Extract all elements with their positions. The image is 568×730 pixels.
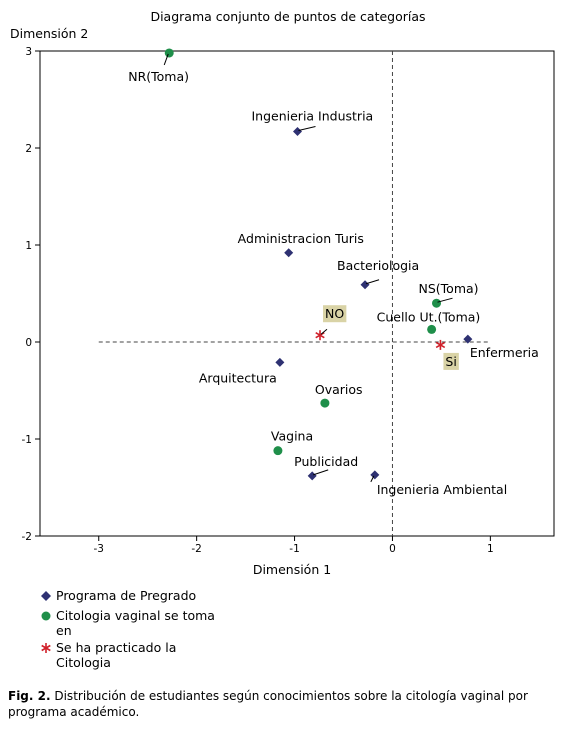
point-si: Si: [435, 339, 459, 370]
chart-title: Diagrama conjunto de puntos de categoría…: [150, 9, 425, 24]
legend-label-practicado: Se ha practicado la Citologia: [56, 640, 177, 670]
caption-prefix: Fig. 2.: [8, 689, 51, 703]
point-label: Vagina: [271, 429, 313, 444]
circle-marker: [427, 324, 437, 334]
leader-line: [163, 53, 169, 66]
point-enfermeria: Enfermeria: [463, 334, 539, 360]
point-ingenieria-industria: Ingenieria Industria: [251, 109, 373, 137]
legend-label-citologia-toma: Citologia vaginal se toma en: [56, 608, 215, 638]
point-label: NO: [325, 306, 344, 321]
point-label: Ingenieria Ambiental: [377, 482, 507, 497]
point-nr-toma-: NR(Toma): [128, 48, 189, 84]
label-highlight: [323, 305, 347, 323]
point-bacteriologia: Bacteriologia: [337, 258, 419, 290]
x-tick-label: 1: [487, 543, 494, 555]
circle-marker: [320, 398, 330, 408]
y-tick-label: 0: [25, 337, 32, 349]
diamond-marker: [275, 357, 285, 367]
circle-marker: [432, 298, 442, 308]
asterisk-marker: [315, 330, 325, 341]
leader-line: [370, 475, 375, 483]
circle-marker: [164, 48, 174, 58]
diamond-marker: [284, 248, 294, 258]
diamond-marker: [370, 470, 380, 480]
y-tick-label: -1: [22, 434, 32, 446]
leader-line: [437, 297, 453, 303]
point-label: Ingenieria Industria: [251, 109, 373, 124]
diamond-marker: [360, 280, 370, 290]
diamond-marker: [307, 471, 317, 481]
x-tick-label: -2: [191, 543, 201, 555]
plot-frame: [39, 50, 555, 537]
point-ns-toma-: NS(Toma): [419, 281, 479, 308]
leader-line: [313, 469, 329, 476]
point-label: Ovarios: [315, 382, 363, 397]
y-tick-label: -2: [22, 531, 32, 543]
point-ingenieria-ambiental: Ingenieria Ambiental: [370, 470, 507, 497]
point-label: Administracion Turis: [238, 231, 364, 246]
legend-label-programa: Programa de Pregrado: [56, 588, 197, 603]
point-no: NO: [315, 305, 347, 341]
point-ovarios: Ovarios: [315, 382, 363, 408]
leader-line: [298, 126, 316, 131]
y-axis-label: Dimensión 2: [10, 26, 88, 41]
point-label: Cuello Ut.(Toma): [377, 309, 481, 324]
leader-line: [365, 279, 380, 285]
point-label: Publicidad: [294, 454, 358, 469]
x-axis-label: Dimensión 1: [253, 562, 331, 577]
legend-diamond-marker: [41, 591, 51, 601]
point-administracion-turis: Administracion Turis: [238, 231, 364, 258]
diamond-marker: [292, 127, 302, 137]
label-highlight: [443, 352, 459, 370]
legend-circle-marker: [41, 611, 51, 621]
y-tick-label: 1: [25, 240, 32, 252]
point-arquitectura: Arquitectura: [199, 357, 285, 385]
y-tick-label: 3: [25, 46, 32, 58]
x-tick-label: -1: [289, 543, 299, 555]
leader-line: [320, 328, 328, 335]
point-label: Arquitectura: [199, 370, 277, 385]
point-label: Bacteriologia: [337, 258, 419, 273]
point-label: NS(Toma): [419, 281, 479, 296]
point-cuello-ut-toma-: Cuello Ut.(Toma): [377, 309, 481, 334]
circle-marker: [273, 446, 283, 456]
figure-caption: Fig. 2. Distribución de estudiantes segú…: [8, 688, 560, 720]
point-vagina: Vagina: [271, 429, 313, 456]
diamond-marker: [463, 334, 473, 344]
point-label: Enfermeria: [470, 345, 539, 360]
x-tick-label: 0: [389, 543, 396, 555]
y-tick-label: 2: [25, 143, 32, 155]
x-tick-label: -3: [94, 543, 104, 555]
caption-text: Distribución de estudiantes según conoci…: [8, 689, 528, 719]
point-publicidad: Publicidad: [294, 454, 358, 481]
asterisk-marker: [435, 339, 446, 350]
point-label: NR(Toma): [128, 69, 189, 84]
point-label: Si: [445, 354, 456, 369]
legend-asterisk-marker: [41, 643, 51, 653]
